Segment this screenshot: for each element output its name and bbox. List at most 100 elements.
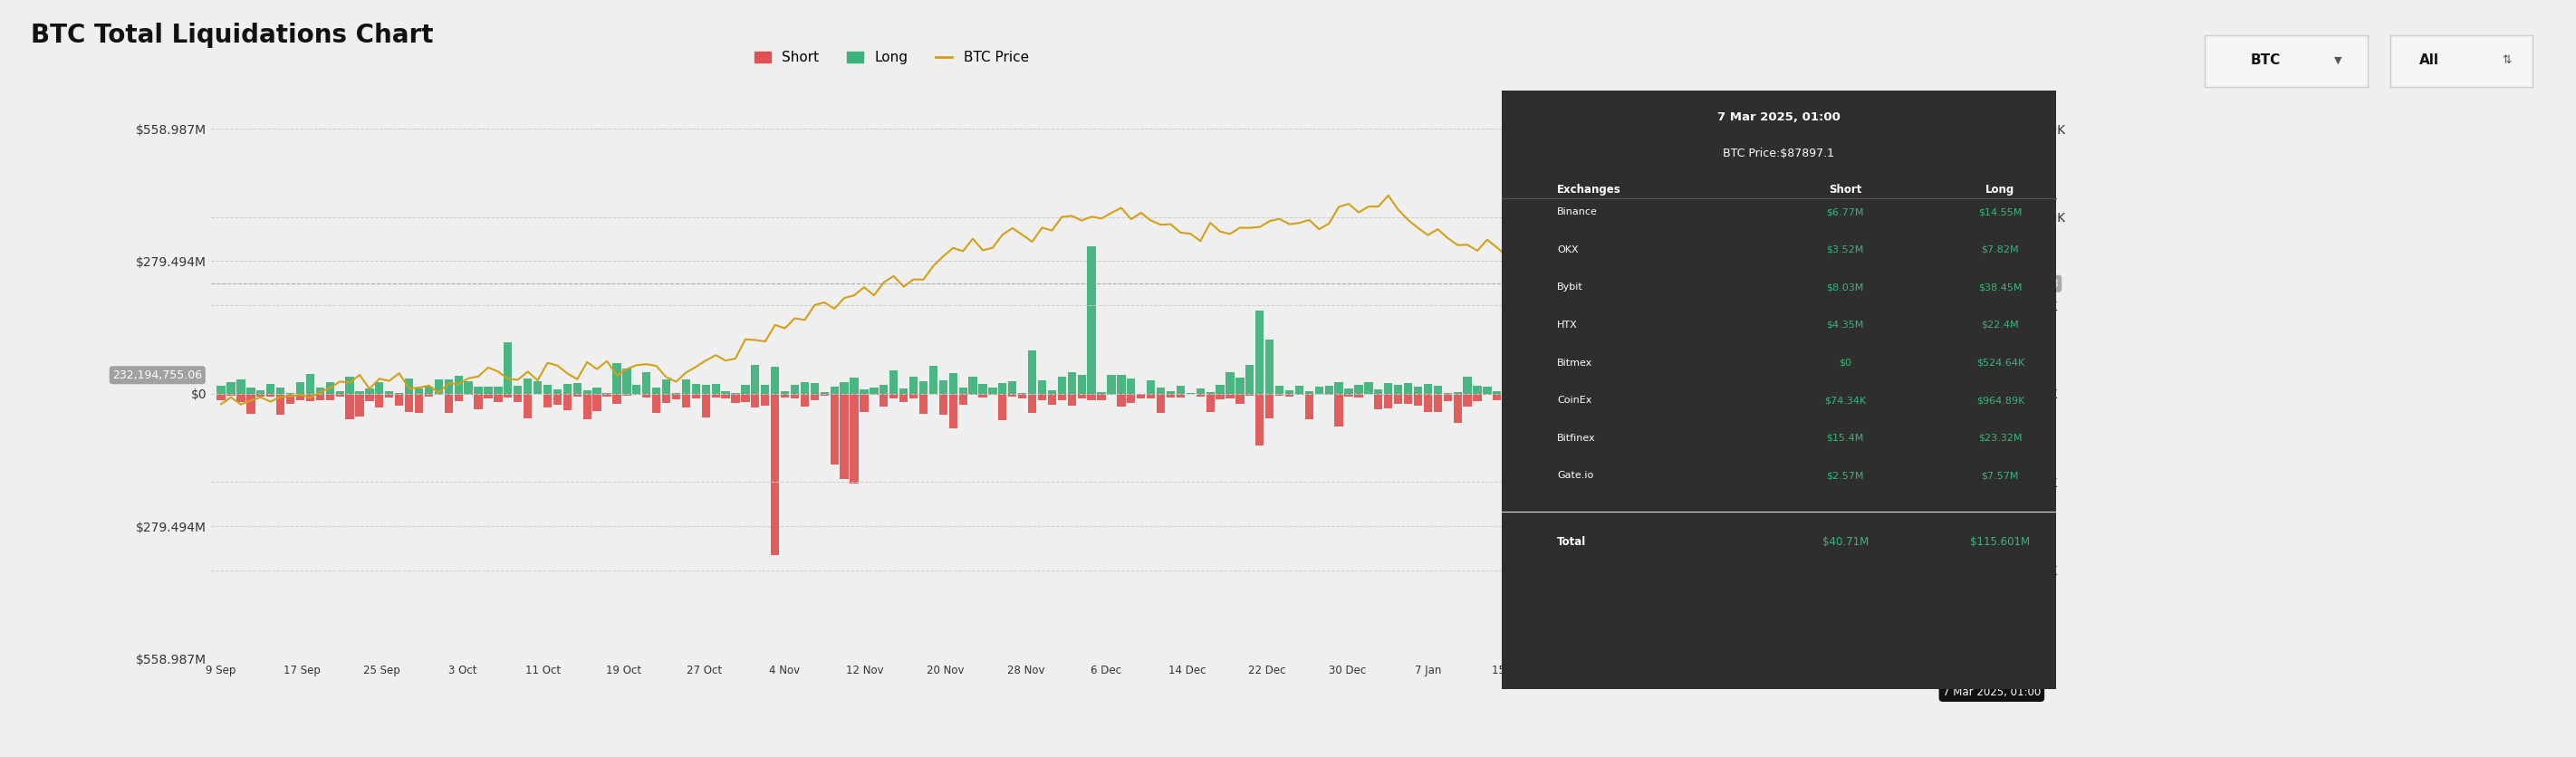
Bar	[1741, 381, 1749, 394]
Bar	[1888, 394, 1896, 403]
Bar	[742, 394, 750, 402]
Bar	[227, 394, 234, 395]
Bar	[1927, 394, 1937, 398]
Bar	[1018, 394, 1025, 398]
Text: Bitmex: Bitmex	[1556, 358, 1592, 367]
Bar	[1710, 382, 1718, 394]
Text: $4.35M: $4.35M	[1826, 320, 1865, 329]
Text: $38.45M: $38.45M	[1978, 283, 2022, 292]
Bar	[533, 381, 541, 394]
Bar	[920, 394, 927, 414]
Bar	[505, 394, 513, 397]
Bar	[1136, 394, 1146, 398]
Bar	[1206, 392, 1213, 394]
Bar	[840, 394, 848, 479]
Bar	[1968, 394, 1976, 413]
Bar	[276, 388, 286, 394]
Bar	[582, 394, 592, 419]
Text: BTC Total Liquidations Chart: BTC Total Liquidations Chart	[31, 23, 433, 48]
Bar	[1314, 387, 1324, 394]
Bar	[564, 394, 572, 410]
Bar	[683, 394, 690, 408]
Bar	[613, 363, 621, 394]
Bar	[1247, 394, 1255, 396]
Bar	[216, 385, 224, 394]
Bar	[237, 394, 245, 402]
Bar	[1425, 394, 1432, 413]
Text: $14.55M: $14.55M	[1978, 207, 2022, 217]
Bar	[1038, 380, 1046, 394]
Bar	[829, 394, 840, 465]
Bar	[1631, 366, 1641, 394]
Bar	[1989, 199, 1996, 394]
Bar	[1878, 384, 1888, 394]
Bar	[1425, 384, 1432, 394]
Bar	[1414, 394, 1422, 406]
Bar	[752, 365, 760, 394]
Bar	[878, 394, 889, 407]
Bar	[1167, 391, 1175, 394]
Text: Short: Short	[1829, 183, 1862, 195]
Bar	[513, 386, 523, 394]
Bar	[1561, 394, 1571, 404]
Bar	[1731, 385, 1739, 394]
Bar	[1989, 394, 1996, 481]
Bar	[572, 383, 582, 394]
Bar	[1255, 394, 1265, 446]
Bar	[366, 394, 374, 401]
Bar	[1850, 391, 1857, 394]
Bar	[1473, 386, 1481, 394]
Bar	[1373, 394, 1383, 409]
Bar	[1780, 388, 1788, 394]
Bar	[1690, 385, 1700, 394]
Bar	[1759, 383, 1767, 394]
Bar	[641, 372, 652, 394]
Bar	[1028, 394, 1036, 413]
Bar	[701, 394, 711, 417]
Bar	[376, 394, 384, 407]
Text: $0: $0	[1839, 358, 1852, 367]
Bar	[1473, 394, 1481, 401]
Bar	[1345, 394, 1352, 396]
Bar	[345, 394, 353, 419]
Bar	[1108, 394, 1115, 395]
Bar	[446, 394, 453, 413]
Bar	[781, 391, 788, 394]
Bar	[1978, 394, 1986, 397]
Bar	[1097, 394, 1105, 400]
Bar	[1592, 394, 1600, 410]
Bar	[1018, 393, 1025, 394]
Bar	[1741, 394, 1749, 397]
Bar	[265, 384, 276, 394]
Bar	[1195, 388, 1206, 394]
Text: 232,194,755.06: 232,194,755.06	[113, 369, 204, 381]
Text: $74.34K: $74.34K	[1824, 396, 1865, 405]
Bar	[948, 394, 958, 428]
Bar	[1947, 394, 1955, 405]
Bar	[989, 388, 997, 394]
Bar	[920, 382, 927, 394]
Bar	[1512, 379, 1520, 394]
Bar	[871, 388, 878, 394]
Bar	[474, 387, 482, 394]
Bar	[860, 394, 868, 412]
Bar	[1077, 394, 1087, 398]
Bar	[899, 394, 907, 402]
Bar	[1522, 394, 1530, 408]
Bar	[850, 394, 858, 484]
Bar	[878, 385, 889, 394]
Bar	[474, 394, 482, 409]
Bar	[1888, 391, 1896, 394]
Bar	[296, 394, 304, 400]
Bar	[1285, 390, 1293, 394]
Bar	[1613, 386, 1620, 394]
Bar	[384, 394, 394, 398]
Bar	[495, 394, 502, 402]
Text: All: All	[2419, 54, 2439, 67]
Bar	[1226, 372, 1234, 394]
Bar	[1899, 304, 1906, 394]
Bar	[484, 387, 492, 394]
Bar	[1443, 394, 1453, 401]
Bar	[592, 394, 600, 411]
Bar	[247, 394, 255, 414]
